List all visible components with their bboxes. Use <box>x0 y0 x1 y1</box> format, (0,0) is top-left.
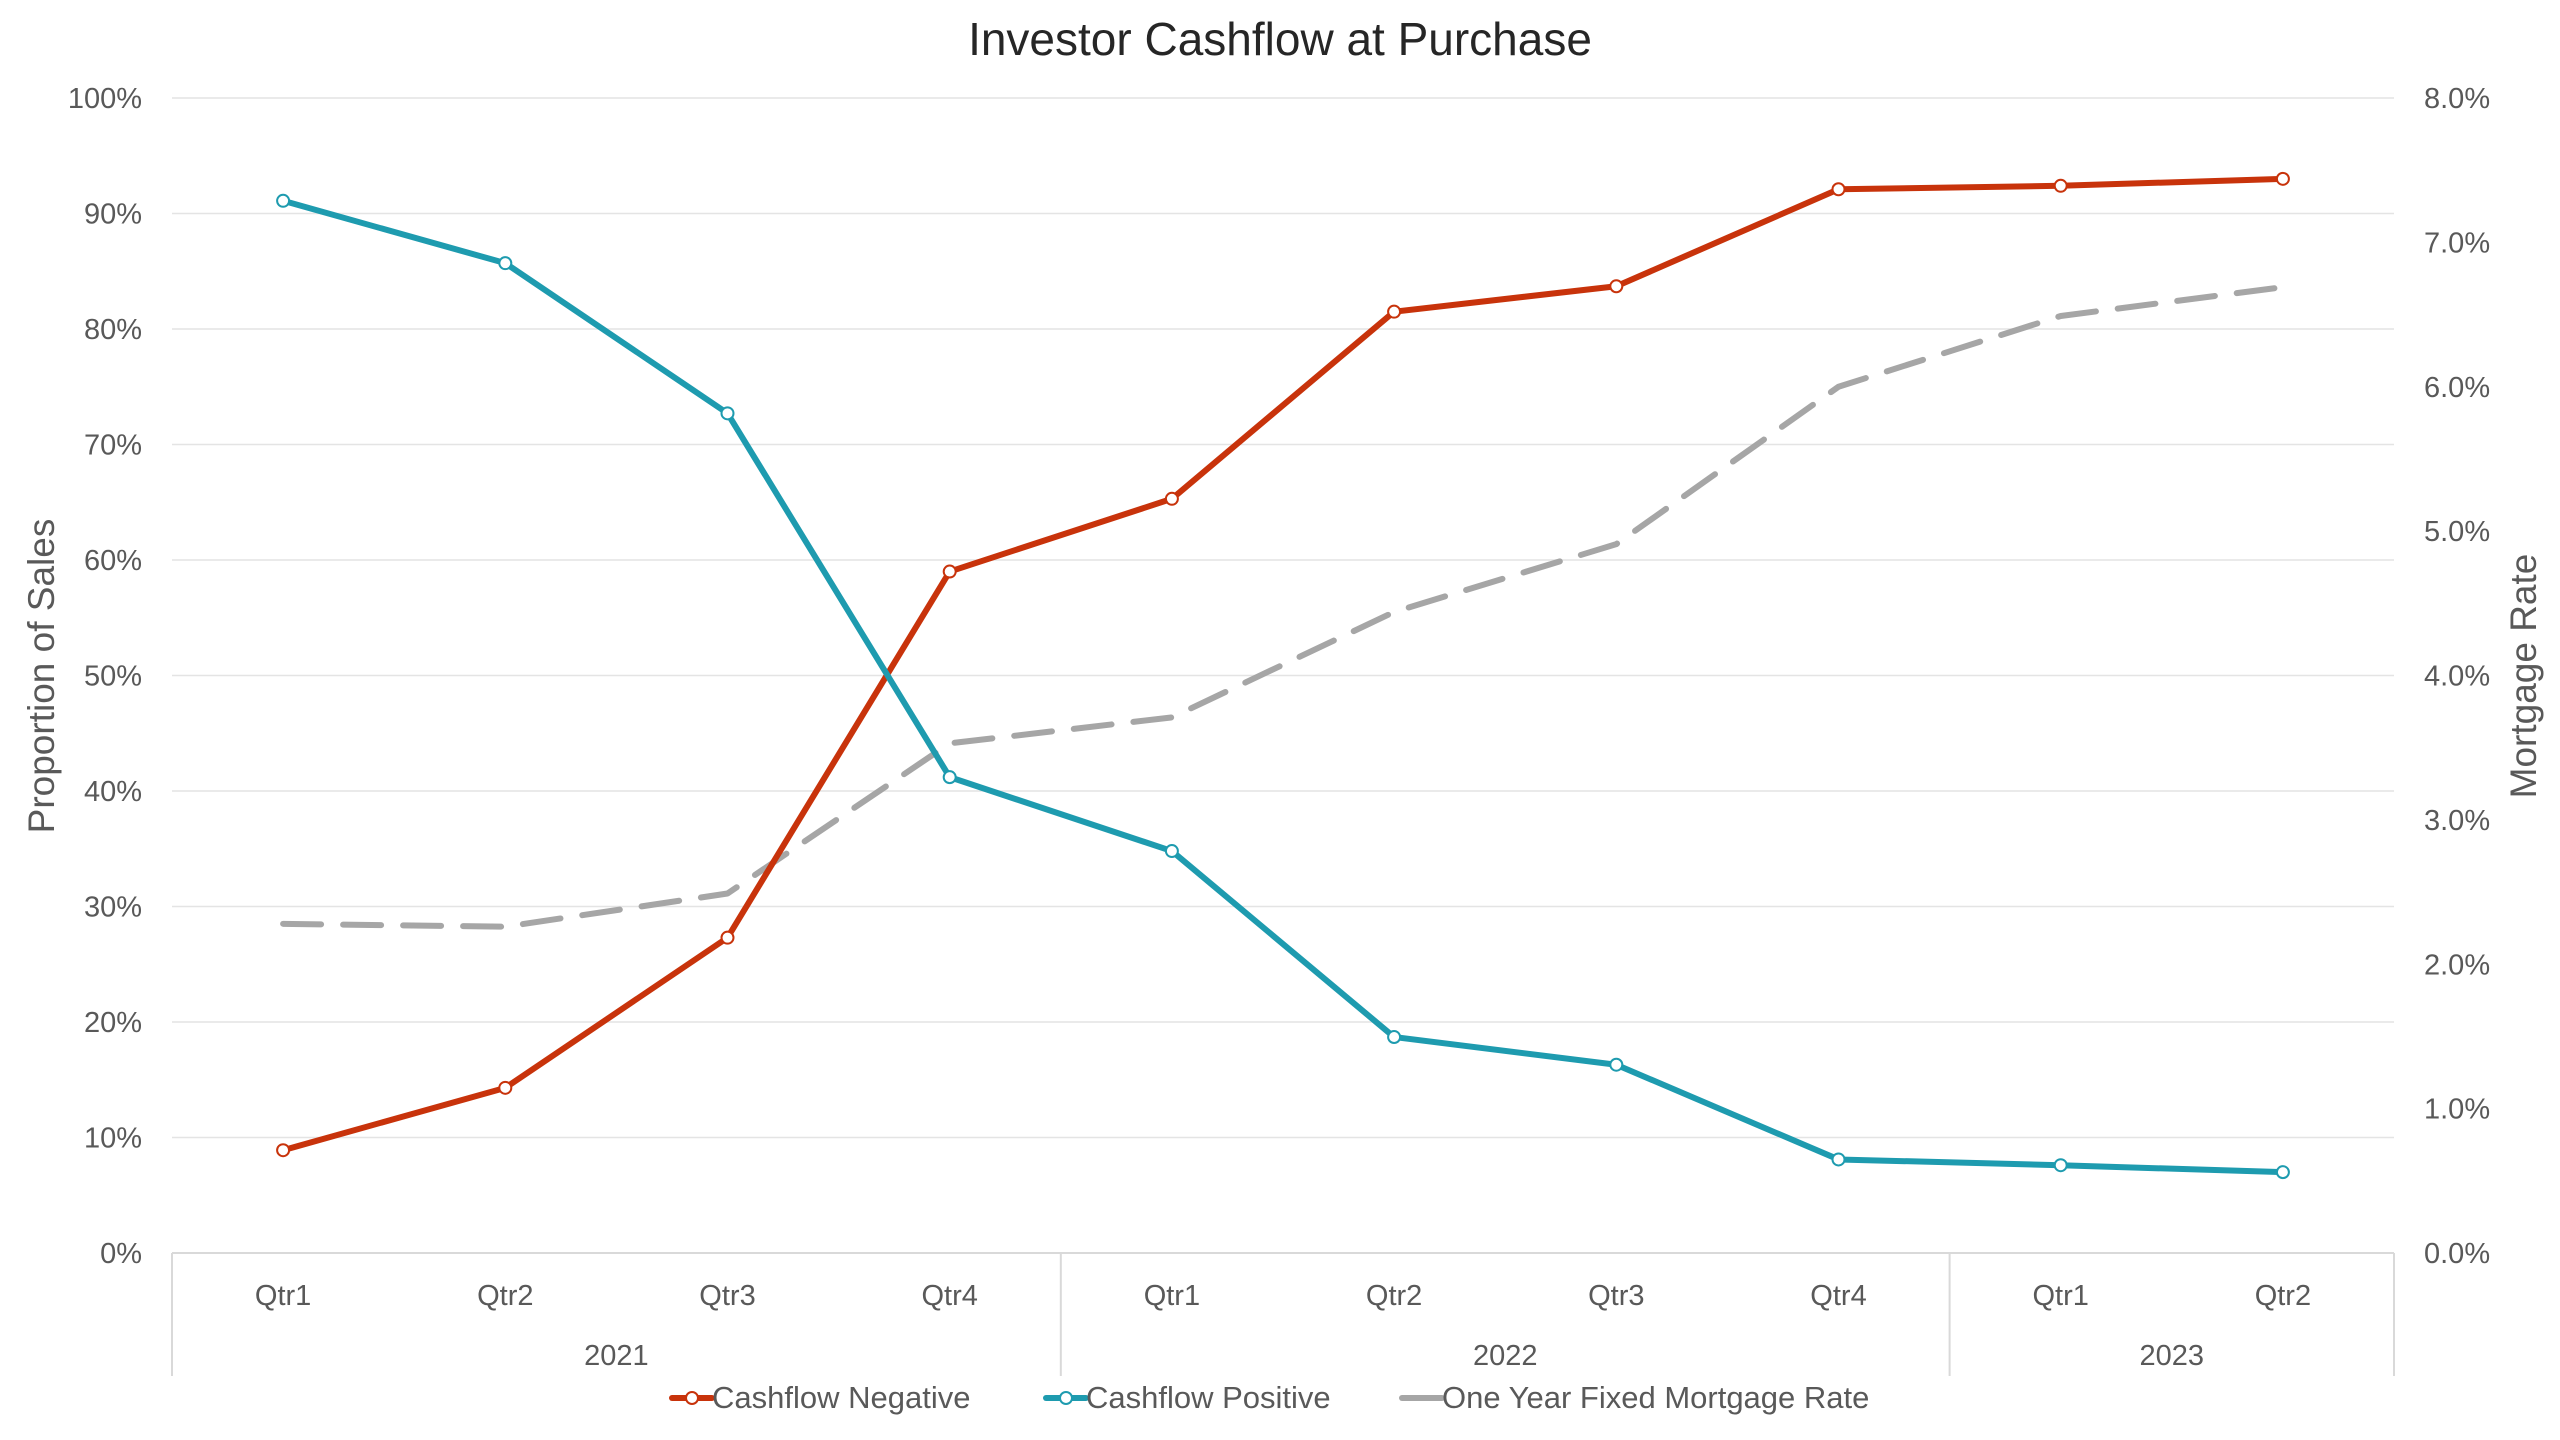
right-tick-label: 2.0% <box>2424 949 2490 981</box>
category-tick-label: Qtr4 <box>1810 1280 1866 1312</box>
data-point <box>1609 279 1624 294</box>
left-tick-label: 10% <box>84 1123 142 1155</box>
group-label: 2022 <box>1473 1340 1538 1372</box>
series-line <box>280 197 2286 1176</box>
left-tick-label: 20% <box>84 1007 142 1039</box>
series-layer <box>276 171 2290 1180</box>
left-tick-label: 0% <box>100 1238 142 1270</box>
data-point <box>1609 1057 1624 1072</box>
data-point <box>2053 178 2068 193</box>
category-axis: Qtr1 Qtr2 Qtr3 Qtr4 Qtr1 Qtr2 Qtr3 Qtr4 Qtr1 Qtr2… <box>171 1252 2395 1376</box>
right-tick-label: 5.0% <box>2424 516 2490 548</box>
right-tick-label: 0.0% <box>2424 1238 2490 1270</box>
gridlines <box>172 97 2394 1139</box>
category-tick-label: Qtr2 <box>2255 1280 2311 1312</box>
category-tick-label: Qtr2 <box>477 1280 533 1312</box>
legend-item: One Year Fixed Mortgage Rate <box>1399 1380 1869 1415</box>
legend-marker <box>1059 1391 1073 1405</box>
left-tick-label: 60% <box>84 545 142 577</box>
category-tick-label: Qtr1 <box>1144 1280 1200 1312</box>
right-tick-label: 6.0% <box>2424 372 2490 404</box>
legend: Cashflow Negative Cashflow Positive One Ye… <box>669 1380 1869 1415</box>
series-line <box>280 284 2286 930</box>
category-tick-label: Qtr1 <box>2032 1280 2088 1312</box>
data-point <box>1831 182 1846 197</box>
left-axis-ticks: 0% 10% 20% 30% 40% 50% 60% 70% 80% 90% 100% <box>68 83 142 1270</box>
data-point <box>2275 171 2290 186</box>
chart-title: Investor Cashflow at Purchase <box>968 13 1592 65</box>
category-tick-label: Qtr2 <box>1366 1280 1422 1312</box>
category-tick-label: Qtr4 <box>921 1280 977 1312</box>
right-axis-ticks: 0.0% 1.0% 2.0% 3.0% 4.0% 5.0% 6.0% 7.0% 8.0% <box>2424 83 2490 1270</box>
data-point <box>720 406 735 421</box>
left-tick-label: 70% <box>84 430 142 462</box>
left-tick-label: 30% <box>84 892 142 924</box>
group-label: 2021 <box>584 1340 649 1372</box>
right-axis-title: Mortgage Rate <box>2503 554 2544 799</box>
data-point <box>2275 1165 2290 1180</box>
series-line <box>280 175 2286 1154</box>
data-point <box>2053 1158 2068 1173</box>
legend-item: Cashflow Negative <box>669 1380 970 1415</box>
category-tick-label: Qtr1 <box>255 1280 311 1312</box>
data-point <box>1164 844 1179 859</box>
right-tick-label: 3.0% <box>2424 805 2490 837</box>
legend-label: One Year Fixed Mortgage Rate <box>1442 1380 1869 1415</box>
right-tick-label: 4.0% <box>2424 661 2490 693</box>
left-tick-label: 40% <box>84 776 142 808</box>
data-point <box>942 564 957 579</box>
category-tick-label: Qtr3 <box>1588 1280 1644 1312</box>
legend-label: Cashflow Negative <box>712 1380 970 1415</box>
left-tick-label: 50% <box>84 661 142 693</box>
left-tick-label: 100% <box>68 83 142 115</box>
right-tick-label: 8.0% <box>2424 83 2490 115</box>
data-point <box>1831 1152 1846 1167</box>
data-point <box>276 1143 291 1158</box>
left-tick-label: 80% <box>84 314 142 346</box>
left-axis-title: Proportion of Sales <box>21 519 62 834</box>
data-point <box>276 193 291 208</box>
data-point <box>1387 304 1402 319</box>
group-label: 2023 <box>2140 1340 2205 1372</box>
legend-marker <box>685 1391 699 1405</box>
data-point <box>720 930 735 945</box>
data-point <box>942 770 957 785</box>
left-tick-label: 90% <box>84 199 142 231</box>
data-point <box>498 256 513 271</box>
legend-label: Cashflow Positive <box>1086 1380 1331 1415</box>
right-tick-label: 1.0% <box>2424 1094 2490 1126</box>
data-point <box>1387 1030 1402 1045</box>
legend-item: Cashflow Positive <box>1043 1380 1331 1415</box>
category-tick-label: Qtr3 <box>699 1280 755 1312</box>
data-point <box>1164 491 1179 506</box>
right-tick-label: 7.0% <box>2424 227 2490 259</box>
data-point <box>498 1080 513 1095</box>
